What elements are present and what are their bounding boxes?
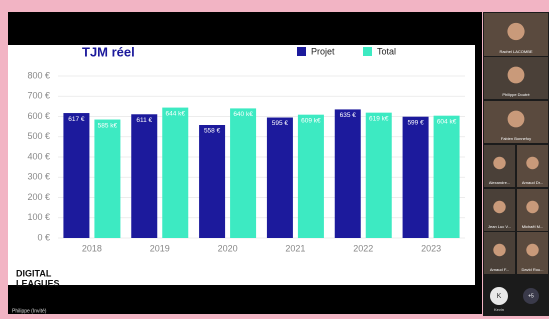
y-tick-label: 100 €	[27, 212, 50, 222]
x-tick-label: 2021	[285, 243, 305, 253]
y-tick-label: 200 €	[27, 192, 50, 202]
value-label: 644 k€	[165, 110, 185, 117]
participant-head	[507, 23, 524, 40]
x-tick-label: 2020	[218, 243, 238, 253]
participant-head	[508, 67, 525, 84]
y-tick-label: 600 €	[27, 111, 50, 121]
legend-label: Projet	[311, 46, 335, 56]
participant-name: Jean Luc V...	[488, 224, 511, 229]
bar	[162, 108, 188, 238]
value-label: 635 €	[340, 112, 357, 119]
participant-name: Philippe Doutré	[502, 92, 530, 97]
logo: LEAGUES	[16, 278, 60, 288]
participant-name: Fabien Bonnefoy	[501, 136, 531, 141]
legend-swatch	[363, 47, 372, 56]
screen: TJM réel DIGITAL LEAGUES Philippe (Invit…	[0, 0, 549, 319]
more-count: +5	[528, 293, 534, 299]
value-label: 640 k€	[233, 111, 253, 118]
value-label: 617 €	[68, 116, 85, 123]
legend-label: Total	[377, 46, 396, 56]
logo: DIGITAL	[16, 268, 52, 278]
participant-name: Michaël M...	[522, 224, 544, 229]
participant-head	[526, 244, 538, 256]
participant-head	[526, 157, 538, 169]
value-label: 604 k€	[437, 118, 457, 125]
value-label: 599 €	[407, 119, 424, 126]
bar	[131, 114, 157, 238]
bar	[403, 117, 429, 238]
bar	[434, 116, 460, 238]
y-tick-label: 800 €	[27, 70, 50, 80]
page: TJM réel DIGITAL LEAGUES Philippe (Invit…	[0, 0, 549, 319]
bar	[199, 125, 225, 238]
participant-head	[493, 201, 505, 213]
avatar-initial: K	[497, 293, 502, 300]
chart-title: TJM réel	[82, 44, 135, 59]
bar	[230, 108, 256, 238]
x-tick-label: 2023	[421, 243, 441, 253]
participant-name: Arnaud F...	[490, 267, 509, 272]
bar	[335, 109, 361, 238]
presenter-name: Philippe (Invité)	[12, 308, 47, 314]
bar	[94, 120, 120, 238]
participant-name: David Rou...	[521, 267, 543, 272]
bar	[298, 115, 324, 238]
value-label: 619 k€	[369, 115, 389, 122]
x-tick-label: 2019	[150, 243, 170, 253]
value-label: 611 €	[136, 117, 152, 124]
participant-name: Alexandre...	[489, 180, 510, 185]
avatar-name: Kevin	[494, 307, 504, 312]
value-label: 558 €	[204, 128, 221, 135]
value-label: 609 k€	[301, 117, 321, 124]
y-tick-label: 300 €	[27, 172, 50, 182]
participant-head	[508, 111, 525, 128]
participant-name: Arnaud Dr...	[522, 180, 543, 185]
x-tick-label: 2018	[82, 243, 102, 253]
participant-head	[493, 244, 505, 256]
y-tick-label: 500 €	[27, 131, 50, 141]
y-tick-label: 400 €	[27, 151, 50, 161]
y-tick-label: 0 €	[37, 232, 50, 242]
value-label: 595 €	[272, 120, 289, 127]
bar	[366, 113, 392, 238]
value-label: 585 k€	[98, 122, 118, 129]
participant-name: Rachel LACOMBE	[499, 49, 532, 54]
bar	[63, 113, 89, 238]
bar	[267, 118, 293, 238]
x-tick-label: 2022	[353, 243, 373, 253]
participant-head	[526, 201, 538, 213]
participant-head	[493, 157, 505, 169]
y-tick-label: 700 €	[27, 91, 50, 101]
legend-swatch	[297, 47, 306, 56]
